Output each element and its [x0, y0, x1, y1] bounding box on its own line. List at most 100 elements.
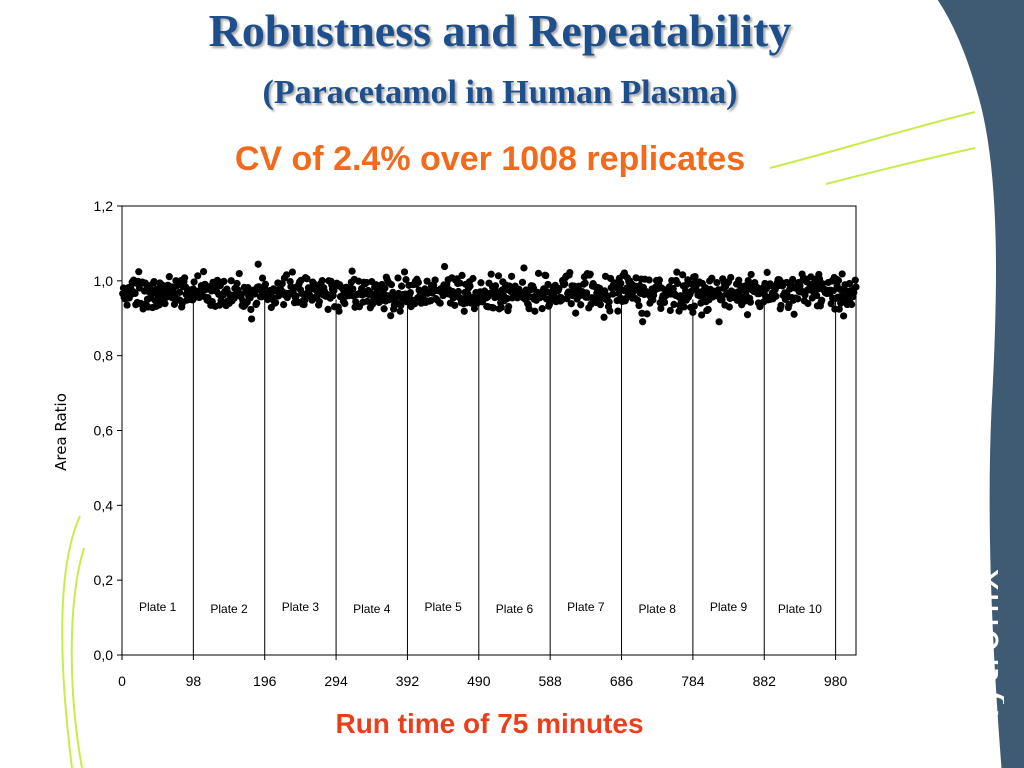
data-point	[253, 299, 261, 307]
data-point	[635, 301, 643, 310]
data-point	[818, 296, 826, 304]
data-point	[586, 270, 594, 278]
y-tick-label: 0,4	[94, 497, 114, 513]
data-point	[406, 288, 414, 297]
data-point	[470, 304, 479, 313]
data-point	[288, 268, 296, 276]
data-point	[673, 268, 681, 276]
data-point	[165, 273, 173, 281]
y-tick-label: 0,8	[94, 348, 114, 364]
x-caption: Run time of 75 minutes	[335, 708, 644, 739]
data-point	[158, 281, 166, 289]
data-point	[131, 289, 139, 298]
data-point	[785, 300, 793, 309]
data-point	[689, 308, 697, 316]
x-tick-label: 980	[824, 673, 848, 689]
data-point	[258, 274, 267, 282]
x-tick-label: 588	[538, 673, 562, 689]
data-point	[614, 307, 622, 315]
data-point	[411, 300, 419, 308]
data-point	[727, 273, 735, 282]
data-point	[845, 279, 854, 288]
data-point	[303, 275, 311, 283]
plate-dividers	[192, 299, 837, 655]
data-point	[596, 301, 605, 309]
data-point	[715, 318, 723, 326]
data-point	[725, 303, 733, 311]
plate-label: Plate 10	[778, 602, 822, 616]
data-point	[194, 272, 202, 280]
plate-label: Plate 9	[710, 600, 748, 614]
y-tick-label: 0,2	[94, 572, 114, 588]
data-point	[606, 307, 614, 315]
accent-line	[61, 515, 81, 768]
data-point	[617, 279, 625, 287]
data-point	[235, 269, 243, 278]
logo-text: Phytronix	[970, 567, 1004, 756]
data-point	[777, 301, 785, 310]
data-point	[469, 274, 477, 283]
data-point	[233, 279, 241, 288]
data-point	[199, 267, 208, 276]
data-point	[852, 283, 860, 291]
data-point	[292, 292, 300, 300]
data-point	[396, 307, 404, 315]
data-point	[542, 271, 550, 280]
data-point	[704, 305, 712, 314]
data-point	[605, 298, 613, 306]
x-tick-label: 196	[253, 673, 277, 689]
data-point	[227, 277, 235, 285]
data-point	[489, 304, 497, 312]
data-point	[531, 307, 539, 315]
data-point	[135, 268, 143, 276]
x-tick-label: 98	[186, 673, 202, 689]
data-point	[708, 274, 716, 282]
data-point	[161, 300, 169, 308]
data-point	[387, 312, 395, 320]
plate-label: Plate 8	[639, 602, 677, 616]
data-point	[282, 271, 291, 279]
data-point	[507, 272, 516, 280]
plate-label: Plate 4	[353, 602, 391, 616]
accent-line	[825, 147, 976, 185]
plate-label: Plate 5	[424, 600, 462, 614]
data-point	[440, 262, 449, 271]
data-point	[505, 302, 513, 311]
side-panel-edge	[934, 0, 1002, 768]
data-point	[561, 280, 569, 288]
data-point	[272, 298, 280, 307]
x-tick-label: 882	[753, 673, 777, 689]
data-point	[690, 302, 698, 310]
data-point	[394, 274, 402, 282]
x-tick-label: 294	[324, 673, 348, 689]
data-point	[397, 301, 405, 309]
data-point	[679, 271, 687, 279]
data-point	[170, 300, 179, 308]
data-point	[278, 280, 286, 288]
plate-labels: Plate 1 Plate 2 Plate 3 Plate 4 Plate 5 Plate…	[139, 600, 822, 616]
data-point	[248, 315, 256, 323]
y-tick-label: 1,0	[94, 273, 114, 289]
data-point	[851, 276, 859, 284]
data-point	[324, 305, 332, 313]
data-point	[834, 276, 843, 285]
data-point	[838, 270, 846, 278]
data-point	[456, 279, 464, 287]
y-tick-label: 0,6	[94, 423, 114, 439]
phytronix-logo: Phytronix	[970, 567, 1004, 756]
data-point	[789, 275, 797, 284]
data-point	[813, 291, 821, 300]
data-point	[460, 307, 468, 315]
slide-title-line2: (Paracetamol in Human Plasma)	[262, 74, 738, 111]
y-tick-label: 0,0	[94, 647, 114, 663]
data-point	[643, 310, 651, 318]
data-point	[181, 274, 189, 282]
plate-label: Plate 6	[496, 602, 534, 616]
data-point	[670, 300, 678, 309]
data-point	[555, 284, 563, 293]
data-point	[466, 282, 474, 290]
data-point	[423, 277, 431, 285]
data-point	[431, 276, 439, 284]
